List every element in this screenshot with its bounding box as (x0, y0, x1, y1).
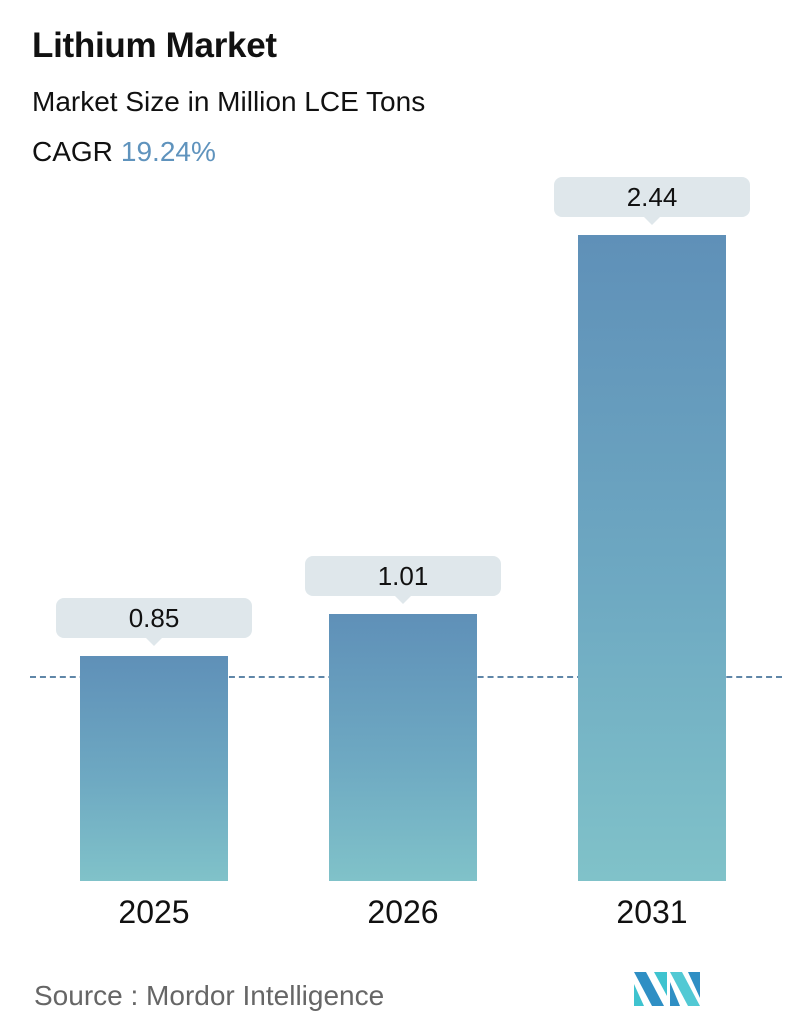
value-label: 2.44 (554, 177, 750, 225)
source-text: Source : Mordor Intelligence (34, 980, 385, 1011)
bar-2025 (80, 655, 228, 881)
x-axis-label: 2025 (118, 894, 190, 930)
cagr-value: 19.24% (120, 136, 216, 167)
bar-2031 (578, 235, 726, 881)
x-axis-label: 2026 (367, 894, 439, 930)
value-label: 0.85 (56, 597, 252, 646)
bar-2026 (329, 613, 477, 881)
cagr: CAGR 19.24% (32, 136, 216, 168)
x-axis-label: 2031 (616, 894, 688, 930)
cagr-label: CAGR (32, 136, 113, 167)
chart-subtitle: Market Size in Million LCE Tons (32, 86, 426, 117)
mordor-intelligence-logo-icon (634, 972, 700, 1006)
chart-title: Lithium Market (32, 26, 277, 65)
value-label: 1.01 (305, 555, 501, 604)
